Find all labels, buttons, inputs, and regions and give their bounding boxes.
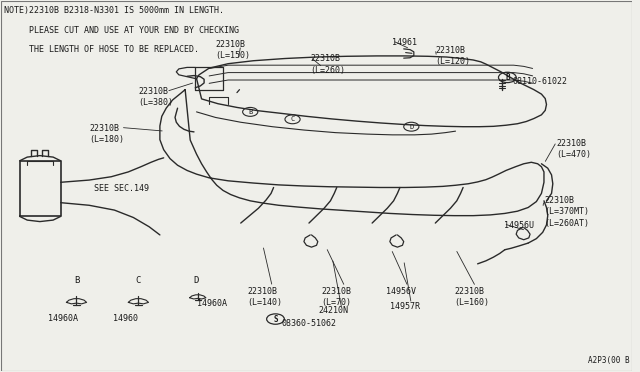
Text: C: C (136, 276, 141, 285)
Text: D: D (409, 124, 413, 130)
Text: 22310B
(L=70): 22310B (L=70) (322, 287, 351, 307)
Text: A2P3(00 B: A2P3(00 B (588, 356, 630, 365)
Text: 14960: 14960 (113, 314, 138, 323)
Text: 14960A: 14960A (47, 314, 77, 323)
Text: 08360-51062: 08360-51062 (282, 320, 337, 328)
Text: 14957R: 14957R (390, 302, 420, 311)
Text: 22310B
(L=470): 22310B (L=470) (557, 138, 591, 159)
Text: 22310B
(L=150): 22310B (L=150) (216, 39, 250, 60)
Text: THE LENGTH OF HOSE TO BE REPLACED.: THE LENGTH OF HOSE TO BE REPLACED. (4, 45, 199, 54)
Text: NOTE)22310B B2318-N3301 IS 5000mm IN LENGTH.: NOTE)22310B B2318-N3301 IS 5000mm IN LEN… (4, 6, 224, 15)
Text: B: B (505, 73, 509, 82)
Text: PLEASE CUT AND USE AT YOUR END BY CHECKING: PLEASE CUT AND USE AT YOUR END BY CHECKI… (4, 26, 239, 35)
Text: 14956V: 14956V (386, 287, 416, 296)
Text: 14960A: 14960A (196, 299, 227, 308)
Text: 22310B
(L=380): 22310B (L=380) (138, 87, 173, 107)
Text: 14961: 14961 (392, 38, 417, 48)
Text: 08110-61022: 08110-61022 (513, 77, 568, 86)
Text: C: C (291, 116, 294, 122)
Text: S: S (273, 315, 278, 324)
Text: 22310B
(L=180): 22310B (L=180) (89, 124, 124, 144)
Text: 22310B
(L=260): 22310B (L=260) (310, 54, 345, 74)
Text: 22310B
(L=120): 22310B (L=120) (435, 46, 470, 66)
Text: 24210N: 24210N (319, 307, 348, 315)
Text: 22310B
(L=140): 22310B (L=140) (247, 287, 282, 307)
Text: 14956U: 14956U (504, 221, 534, 230)
Text: 22310B
(L=160): 22310B (L=160) (454, 287, 489, 307)
Text: 22310B
(L=370MT)
(L=260AT): 22310B (L=370MT) (L=260AT) (544, 196, 589, 228)
Text: B: B (74, 276, 79, 285)
Text: D: D (194, 276, 199, 285)
Text: B: B (248, 109, 252, 115)
Text: SEE SEC.149: SEE SEC.149 (94, 184, 149, 193)
